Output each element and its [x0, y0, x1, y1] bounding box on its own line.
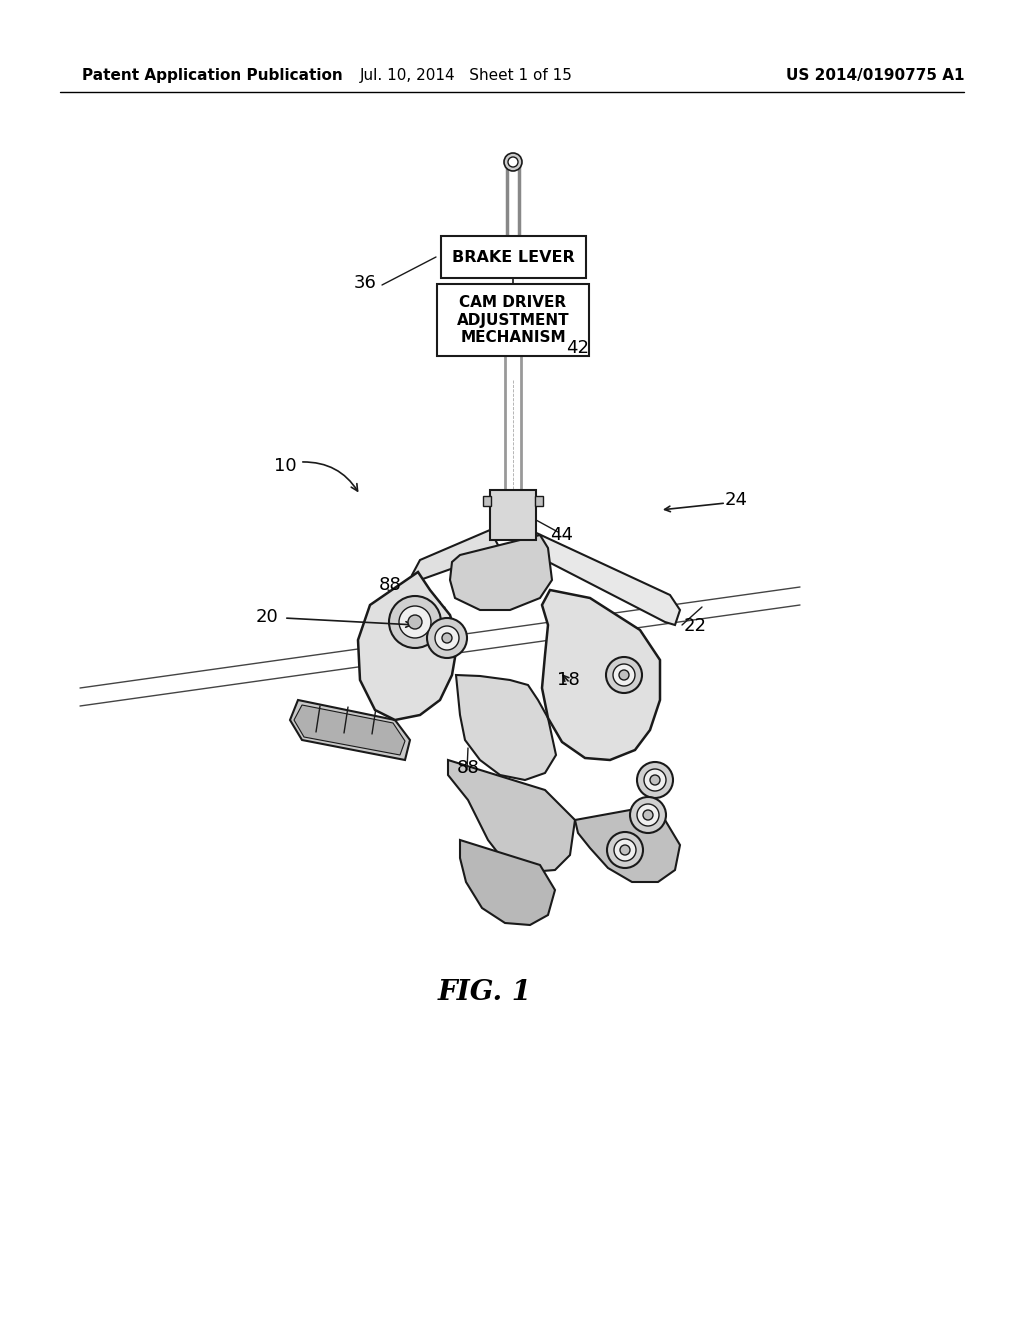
Polygon shape [456, 675, 556, 780]
Polygon shape [358, 572, 458, 719]
Circle shape [618, 671, 629, 680]
Text: 22: 22 [683, 616, 707, 635]
Text: Jul. 10, 2014   Sheet 1 of 15: Jul. 10, 2014 Sheet 1 of 15 [360, 69, 572, 83]
Polygon shape [575, 810, 680, 882]
Text: Patent Application Publication: Patent Application Publication [82, 69, 343, 83]
Polygon shape [450, 535, 552, 610]
Polygon shape [294, 705, 406, 755]
Polygon shape [528, 531, 680, 624]
Circle shape [606, 657, 642, 693]
Text: 24: 24 [725, 491, 748, 510]
Text: CAM DRIVER
ADJUSTMENT
MECHANISM: CAM DRIVER ADJUSTMENT MECHANISM [457, 296, 569, 345]
Circle shape [607, 832, 643, 869]
Text: 18: 18 [557, 671, 580, 689]
Polygon shape [412, 531, 498, 579]
Text: 44: 44 [551, 525, 573, 544]
Polygon shape [449, 760, 575, 873]
Text: 42: 42 [566, 339, 590, 356]
Circle shape [399, 606, 431, 638]
Bar [440, 236, 586, 279]
Text: FIG. 1: FIG. 1 [438, 979, 532, 1006]
Circle shape [650, 775, 660, 785]
Bar [490, 490, 536, 540]
Text: US 2014/0190775 A1: US 2014/0190775 A1 [786, 69, 965, 83]
Circle shape [427, 618, 467, 657]
Circle shape [508, 157, 518, 168]
Polygon shape [542, 590, 660, 760]
Circle shape [442, 634, 452, 643]
Circle shape [644, 770, 666, 791]
Bar [535, 496, 543, 506]
Text: 20: 20 [256, 609, 279, 626]
Circle shape [637, 762, 673, 799]
Text: 10: 10 [273, 457, 296, 475]
Circle shape [620, 845, 630, 855]
Bar [483, 496, 490, 506]
Text: 36: 36 [353, 275, 377, 292]
Circle shape [408, 615, 422, 630]
Circle shape [504, 153, 522, 172]
Text: BRAKE LEVER: BRAKE LEVER [452, 249, 574, 264]
Circle shape [614, 840, 636, 861]
Text: 88: 88 [457, 759, 479, 777]
Polygon shape [290, 700, 410, 760]
Polygon shape [460, 840, 555, 925]
Text: 88: 88 [379, 576, 401, 594]
Circle shape [643, 810, 653, 820]
Bar [437, 284, 589, 356]
Circle shape [630, 797, 666, 833]
Circle shape [389, 597, 441, 648]
Circle shape [613, 664, 635, 686]
Circle shape [435, 626, 459, 649]
Circle shape [637, 804, 659, 826]
